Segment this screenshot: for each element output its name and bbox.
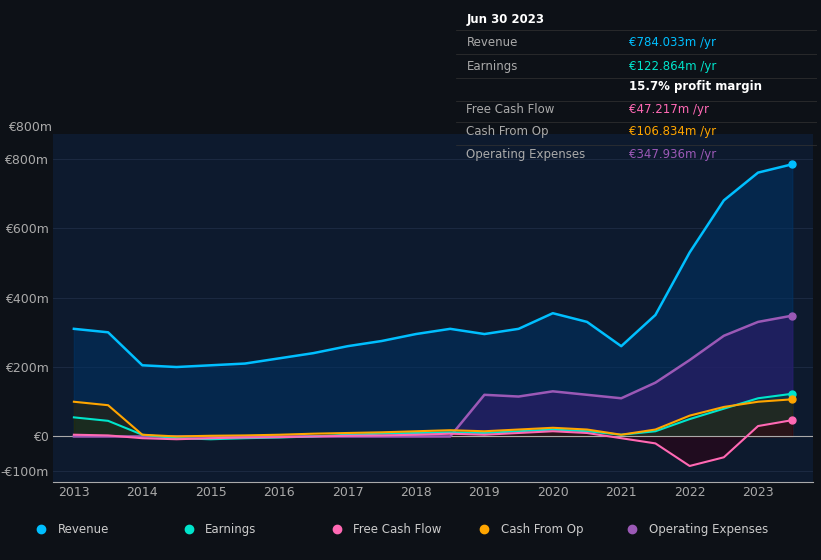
Text: €122.864m /yr: €122.864m /yr — [629, 60, 717, 73]
Text: Free Cash Flow: Free Cash Flow — [466, 102, 555, 115]
Text: Operating Expenses: Operating Expenses — [466, 148, 585, 161]
Text: 15.7% profit margin: 15.7% profit margin — [629, 80, 762, 93]
Text: €800m: €800m — [8, 121, 52, 134]
Text: €784.033m /yr: €784.033m /yr — [629, 36, 716, 49]
Text: Revenue: Revenue — [466, 36, 518, 49]
Text: Operating Expenses: Operating Expenses — [649, 522, 768, 536]
Text: Earnings: Earnings — [466, 60, 518, 73]
Text: Cash From Op: Cash From Op — [466, 125, 549, 138]
Text: €347.936m /yr: €347.936m /yr — [629, 148, 716, 161]
Text: Revenue: Revenue — [57, 522, 109, 536]
Text: Jun 30 2023: Jun 30 2023 — [466, 13, 544, 26]
Text: Cash From Op: Cash From Op — [501, 522, 583, 536]
Text: €106.834m /yr: €106.834m /yr — [629, 125, 716, 138]
Text: €47.217m /yr: €47.217m /yr — [629, 102, 709, 115]
Text: Earnings: Earnings — [205, 522, 257, 536]
Text: Free Cash Flow: Free Cash Flow — [353, 522, 442, 536]
